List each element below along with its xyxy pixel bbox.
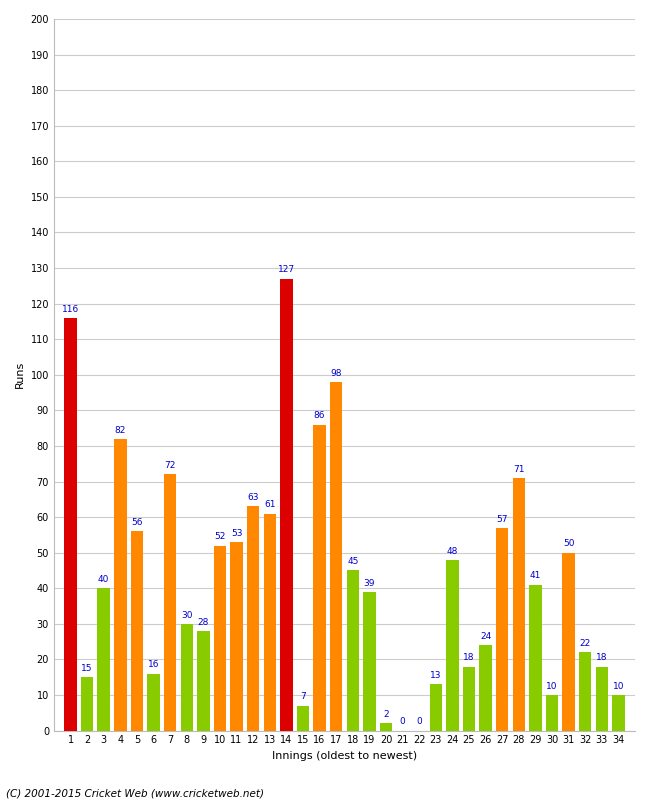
- Text: 50: 50: [563, 539, 575, 549]
- Text: 13: 13: [430, 671, 441, 680]
- Bar: [131, 531, 143, 730]
- Text: 15: 15: [81, 664, 93, 673]
- Text: 45: 45: [347, 558, 358, 566]
- Bar: [612, 695, 625, 730]
- Bar: [546, 695, 558, 730]
- Text: 22: 22: [580, 639, 591, 648]
- Text: 10: 10: [613, 682, 624, 690]
- Text: 10: 10: [546, 682, 558, 690]
- Bar: [263, 514, 276, 730]
- Bar: [562, 553, 575, 730]
- Text: 72: 72: [164, 461, 176, 470]
- Bar: [230, 542, 242, 730]
- Text: 41: 41: [530, 571, 541, 581]
- Bar: [148, 674, 160, 730]
- Bar: [595, 666, 608, 730]
- Bar: [64, 318, 77, 730]
- Text: 52: 52: [214, 532, 226, 542]
- Text: 56: 56: [131, 518, 143, 527]
- X-axis label: Innings (oldest to newest): Innings (oldest to newest): [272, 751, 417, 761]
- Bar: [164, 474, 176, 730]
- Bar: [197, 631, 209, 730]
- Bar: [513, 478, 525, 730]
- Bar: [346, 570, 359, 730]
- Bar: [114, 439, 127, 730]
- Bar: [247, 506, 259, 730]
- Text: 2: 2: [383, 710, 389, 719]
- Bar: [479, 645, 492, 730]
- Text: 127: 127: [278, 266, 295, 274]
- Text: 71: 71: [513, 465, 525, 474]
- Bar: [297, 706, 309, 730]
- Text: 18: 18: [463, 654, 474, 662]
- Text: 48: 48: [447, 546, 458, 555]
- Text: 28: 28: [198, 618, 209, 626]
- Bar: [280, 278, 292, 730]
- Text: 53: 53: [231, 529, 242, 538]
- Bar: [446, 560, 459, 730]
- Text: 61: 61: [264, 500, 276, 510]
- Bar: [430, 684, 442, 730]
- Bar: [214, 546, 226, 730]
- Text: 82: 82: [114, 426, 126, 434]
- Text: 57: 57: [497, 514, 508, 523]
- Bar: [363, 592, 376, 730]
- Text: 24: 24: [480, 632, 491, 641]
- Bar: [529, 585, 541, 730]
- Y-axis label: Runs: Runs: [15, 361, 25, 389]
- Bar: [579, 652, 592, 730]
- Bar: [181, 624, 193, 730]
- Text: 30: 30: [181, 610, 192, 619]
- Bar: [330, 382, 343, 730]
- Bar: [496, 528, 508, 730]
- Bar: [98, 588, 110, 730]
- Text: 116: 116: [62, 305, 79, 314]
- Text: 7: 7: [300, 693, 306, 702]
- Bar: [313, 425, 326, 730]
- Text: 0: 0: [400, 718, 406, 726]
- Text: 63: 63: [248, 493, 259, 502]
- Text: 16: 16: [148, 660, 159, 670]
- Text: 40: 40: [98, 575, 109, 584]
- Bar: [463, 666, 475, 730]
- Bar: [380, 723, 392, 730]
- Text: 18: 18: [596, 654, 608, 662]
- Text: 39: 39: [363, 578, 375, 587]
- Text: 86: 86: [314, 411, 325, 420]
- Text: 98: 98: [330, 369, 342, 378]
- Text: (C) 2001-2015 Cricket Web (www.cricketweb.net): (C) 2001-2015 Cricket Web (www.cricketwe…: [6, 789, 265, 798]
- Text: 0: 0: [416, 718, 422, 726]
- Bar: [81, 678, 94, 730]
